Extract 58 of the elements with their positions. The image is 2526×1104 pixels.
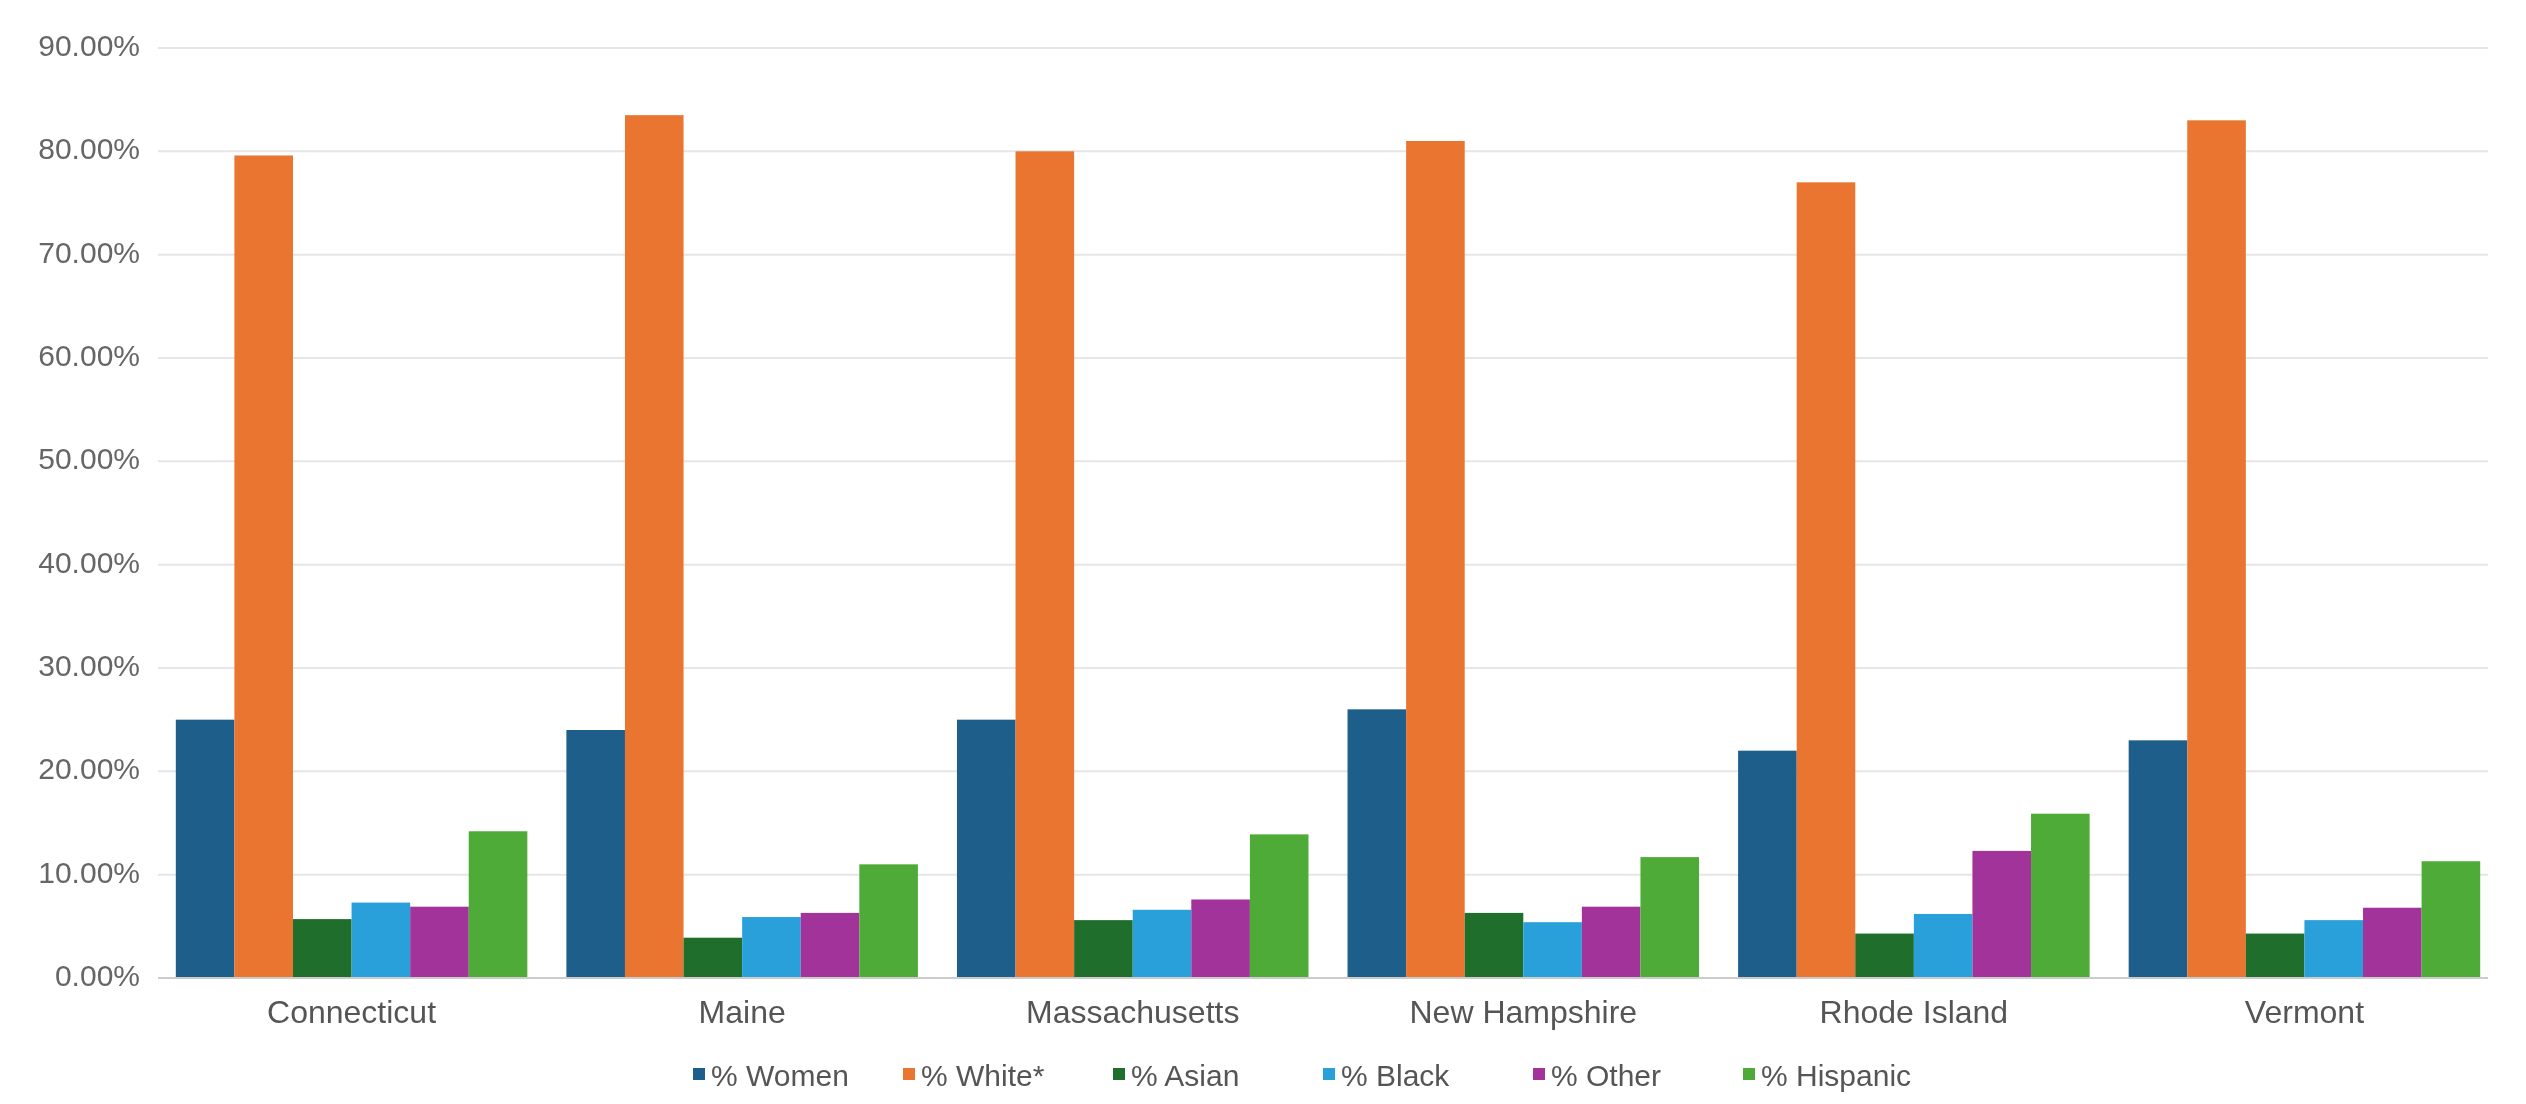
bar (2245, 933, 2305, 978)
bar (292, 919, 352, 978)
bar (468, 831, 528, 978)
y-tick-label: 20.00% (38, 752, 140, 786)
bar (1464, 912, 1524, 978)
y-tick-label: 10.00% (38, 855, 140, 889)
bar (956, 719, 1016, 978)
bar (2363, 907, 2422, 978)
bar (2031, 813, 2090, 978)
y-tick-label: 0.00% (54, 958, 140, 992)
bar (1855, 933, 1914, 978)
legend-label: % Hispanic (1761, 1058, 1912, 1092)
legend-label: % Other (1551, 1058, 1662, 1092)
bar (1347, 709, 1407, 978)
bar (2304, 920, 2364, 978)
x-tick-label: Rhode Island (1819, 994, 2009, 1030)
bar (1523, 922, 1582, 978)
y-tick-label: 50.00% (38, 442, 140, 476)
y-tick-label: 70.00% (38, 235, 140, 269)
y-tick-label: 60.00% (38, 338, 140, 372)
legend-label: % Black (1341, 1058, 1451, 1092)
bar (1074, 920, 1133, 978)
x-tick-label: Connecticut (267, 994, 437, 1030)
bar (1972, 850, 2032, 978)
x-tick-label: Maine (698, 994, 786, 1030)
bar (1249, 834, 1309, 978)
y-tick-label: 30.00% (38, 648, 140, 682)
bar (566, 730, 625, 978)
bar (410, 906, 469, 978)
bar (1738, 750, 1797, 978)
x-tick-label: Massachusetts (1026, 994, 1240, 1030)
bar (1796, 182, 1856, 978)
bar (1015, 151, 1075, 978)
bar (234, 155, 293, 978)
bar (1191, 899, 1250, 978)
legend-label: % White* (921, 1058, 1045, 1092)
bar (1132, 909, 1192, 978)
bar (2128, 740, 2188, 978)
y-tick-label: 90.00% (38, 28, 140, 62)
legend-label: % Asian (1131, 1058, 1240, 1092)
y-tick-label: 40.00% (38, 545, 140, 579)
bar (2421, 861, 2481, 978)
bar (1581, 906, 1641, 978)
bar (175, 719, 235, 978)
bar (2187, 120, 2246, 978)
bar (859, 864, 918, 978)
bar (624, 115, 684, 978)
bar (1406, 141, 1465, 978)
bar (1913, 913, 1973, 978)
x-tick-label: New Hampshire (1409, 994, 1638, 1030)
bar (1640, 857, 1700, 978)
x-tick-label: Vermont (2244, 994, 2365, 1030)
y-tick-label: 80.00% (38, 132, 140, 166)
bar (742, 917, 801, 978)
bar (800, 912, 860, 978)
legend-label: % Women (711, 1058, 849, 1092)
bar (351, 902, 411, 978)
bar (683, 937, 743, 978)
